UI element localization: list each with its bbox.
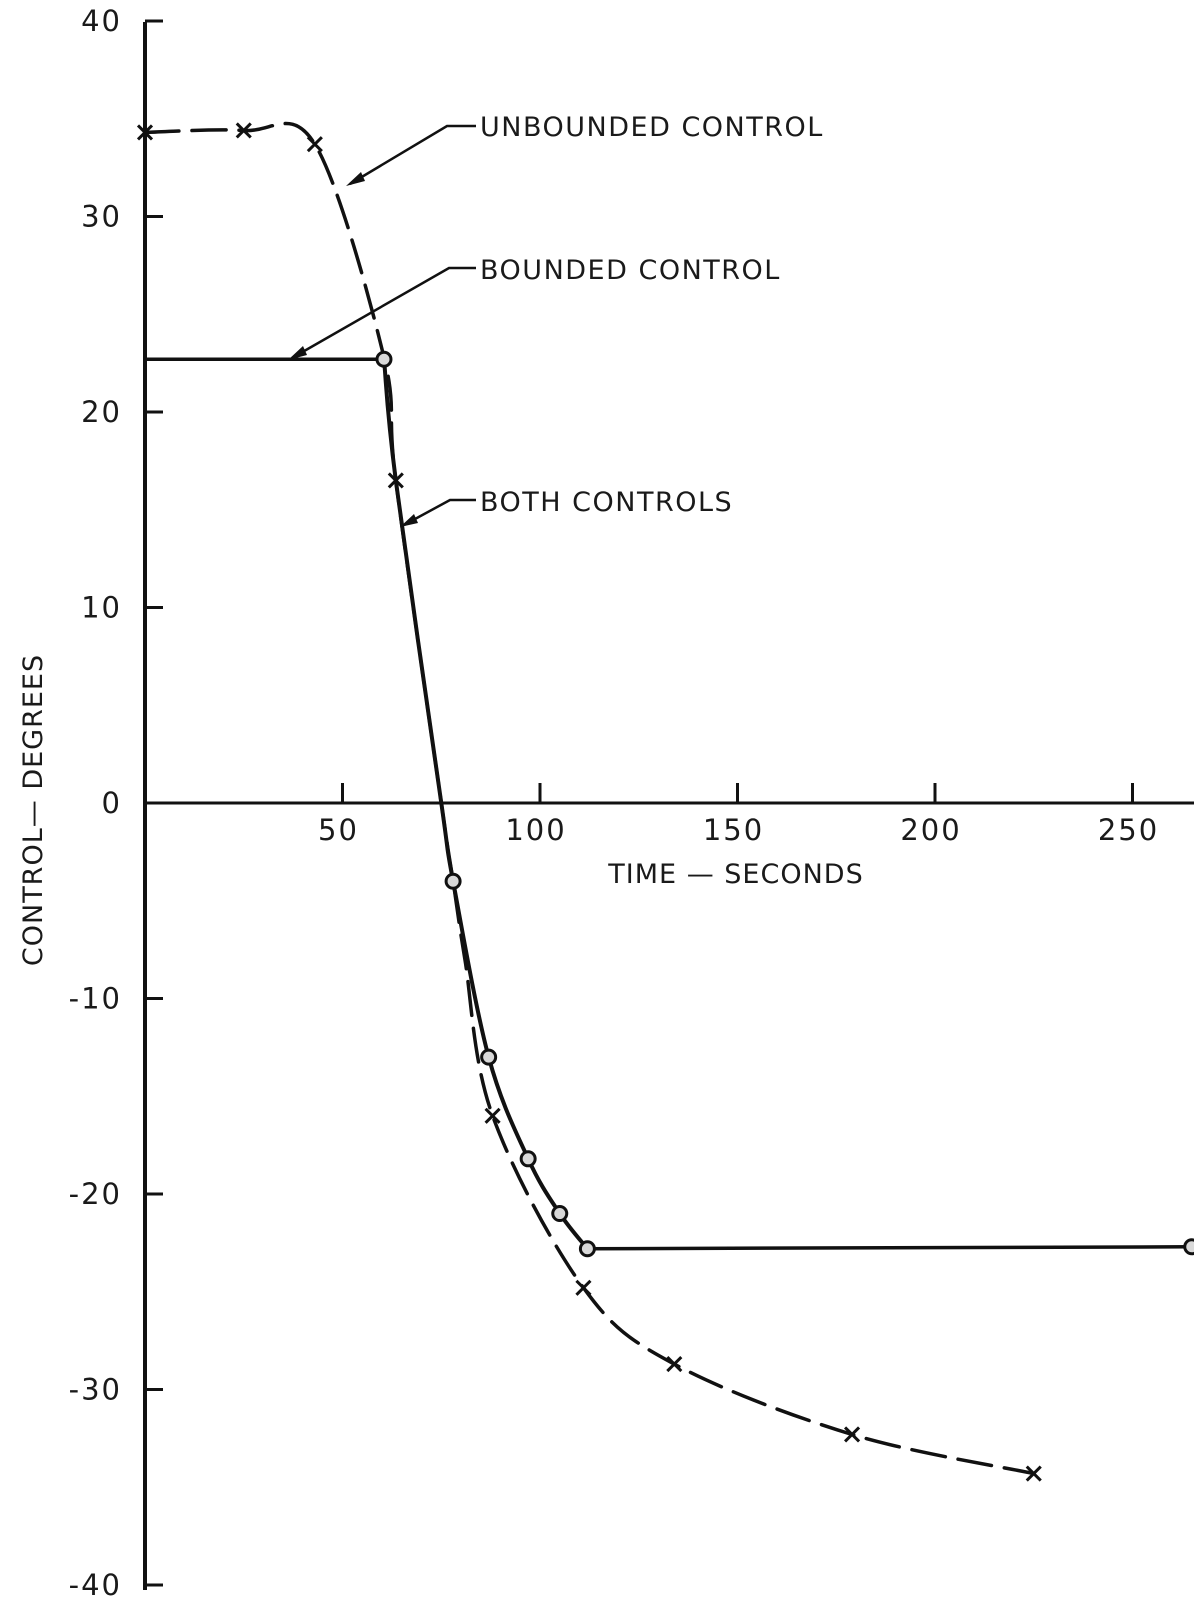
annotation-unbounded: UNBOUNDED CONTROL (346, 112, 824, 186)
x-tick-label: 150 (703, 813, 764, 847)
marker-x-stroke (235, 122, 252, 139)
annotation-both: BOTH CONTROLS (400, 487, 733, 527)
marker-unbounded (575, 1279, 592, 1296)
annotation-both-arrowhead (400, 514, 418, 527)
annotation-unbounded-arrowhead (346, 172, 365, 186)
marker-bounded (578, 1240, 596, 1258)
x-tick-label: 100 (505, 813, 566, 847)
series-layer (143, 121, 1192, 1476)
marker-unbounded (387, 472, 404, 489)
marker-unbounded (235, 122, 252, 139)
annotation-bounded-text: BOUNDED CONTROL (480, 255, 781, 286)
x-axis-title: TIME — SECONDS (607, 859, 863, 890)
x-axis: 50 100 150 200 250 (145, 783, 1194, 847)
marker-unbounded (306, 136, 323, 153)
series-unbounded-line (143, 121, 1036, 1476)
y-tick-label: 40 (81, 4, 122, 38)
y-tick-label: -40 (69, 1568, 122, 1602)
x-tick-label: 250 (1098, 813, 1159, 847)
marker-x-stroke (136, 124, 154, 141)
marker-x-stroke (1025, 1465, 1042, 1482)
annotation-bounded-arrowhead (288, 346, 307, 360)
annotation-both-leader (403, 498, 476, 527)
x-tick-label: 50 (318, 813, 359, 847)
annotation-unbounded-text: UNBOUNDED CONTROL (480, 112, 824, 143)
marker-unbounded (1025, 1465, 1042, 1482)
marker-x-stroke (306, 136, 323, 153)
marker-bounded (519, 1150, 537, 1168)
marker-x-stroke (484, 1107, 501, 1124)
marker-unbounded (484, 1107, 501, 1124)
marker-x-stroke (387, 472, 404, 489)
y-tick-label: -30 (69, 1373, 122, 1407)
marker-bounded (444, 872, 462, 890)
series-bounded-lower-limit (587, 1245, 1192, 1251)
y-tick-label: 0 (102, 786, 122, 820)
y-tick-label: -10 (69, 982, 122, 1016)
marker-unbounded (136, 124, 154, 141)
marker-x-stroke (575, 1279, 592, 1296)
y-tick-label: 20 (81, 395, 122, 429)
marker-bounded (480, 1048, 498, 1066)
marker-unbounded (843, 1426, 861, 1443)
y-tick-label: -20 (69, 1177, 122, 1211)
annotation-bounded: BOUNDED CONTROL (288, 255, 781, 360)
x-tick-label: 200 (900, 813, 961, 847)
annotation-unbounded-leader (349, 124, 476, 186)
y-axis: 40 30 20 10 0 -10 -20 -30 -40 (69, 4, 163, 1602)
annotation-bounded-leader (291, 266, 476, 360)
y-axis-title: CONTROL— DEGREES (18, 654, 49, 966)
annotation-both-text: BOTH CONTROLS (480, 487, 733, 518)
marker-bounded (1183, 1238, 1194, 1256)
marker-bounded (375, 350, 393, 368)
marker-layer (136, 122, 1194, 1482)
marker-unbounded (666, 1356, 683, 1373)
marker-bounded (551, 1205, 569, 1223)
marker-x-stroke (666, 1356, 683, 1373)
marker-x-stroke (843, 1426, 861, 1443)
y-tick-label: 10 (81, 591, 122, 625)
y-tick-label: 30 (81, 200, 122, 234)
